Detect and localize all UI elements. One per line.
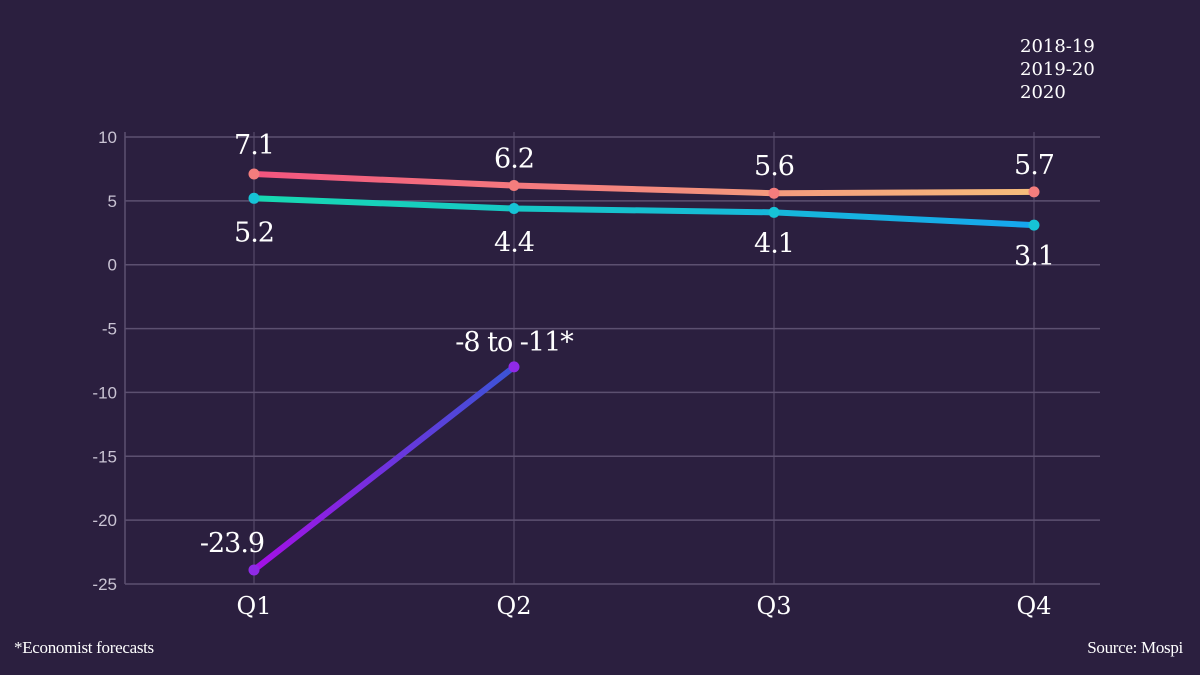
y-tick-label: -20 xyxy=(92,511,117,530)
data-point xyxy=(1028,186,1040,198)
data-label: 3.1 xyxy=(1014,241,1054,272)
data-point xyxy=(248,168,260,180)
data-point xyxy=(508,361,520,373)
data-labels: 7.1 6.2 5.6 5.7 5.2 4.4 4.1 3.1 -23.9 -8 to -11* xyxy=(200,130,1055,559)
series-line-2020 xyxy=(251,363,517,573)
data-label: 6.2 xyxy=(494,144,534,175)
data-label: -23.9 xyxy=(200,528,264,559)
data-point xyxy=(508,203,520,215)
data-point xyxy=(768,206,780,218)
legend-label: 2020 xyxy=(1020,82,1066,103)
y-axis: 10 5 0 -5 -10 -15 -20 -25 xyxy=(92,128,117,594)
legend-label: 2019-20 xyxy=(1020,59,1095,80)
footnote: *Economist forecasts xyxy=(14,638,154,657)
x-tick-label: Q4 xyxy=(1017,592,1052,620)
series-line-2018-19 xyxy=(251,171,1037,197)
y-tick-label: 5 xyxy=(108,192,117,211)
data-label: 7.1 xyxy=(234,130,274,161)
x-axis: Q1 Q2 Q3 Q4 xyxy=(237,592,1052,620)
data-label: 5.7 xyxy=(1014,150,1054,181)
y-tick-label: -10 xyxy=(92,383,117,402)
x-tick-label: Q1 xyxy=(237,592,272,620)
y-tick-label: -15 xyxy=(92,447,117,466)
legend-label: 2018-19 xyxy=(1020,36,1095,57)
y-tick-label: 0 xyxy=(108,256,117,275)
series-lines xyxy=(248,168,1040,576)
data-label: 4.4 xyxy=(494,228,534,259)
x-tick-label: Q2 xyxy=(497,592,532,620)
x-tick-label: Q3 xyxy=(757,592,792,620)
data-point xyxy=(248,192,260,204)
data-point xyxy=(1028,219,1040,231)
data-label: 5.6 xyxy=(754,151,794,182)
y-tick-label: -5 xyxy=(102,320,117,339)
data-label: -8 to -11* xyxy=(455,327,574,358)
y-tick-label: 10 xyxy=(98,128,117,147)
data-point xyxy=(768,187,780,199)
data-point xyxy=(508,180,520,192)
data-label: 4.1 xyxy=(754,228,794,259)
data-point xyxy=(248,564,260,576)
source-credit: Source: Mospi xyxy=(1087,638,1183,657)
y-tick-label: -25 xyxy=(92,575,117,594)
series-line-2019-20 xyxy=(251,195,1037,229)
data-label: 5.2 xyxy=(234,217,274,248)
